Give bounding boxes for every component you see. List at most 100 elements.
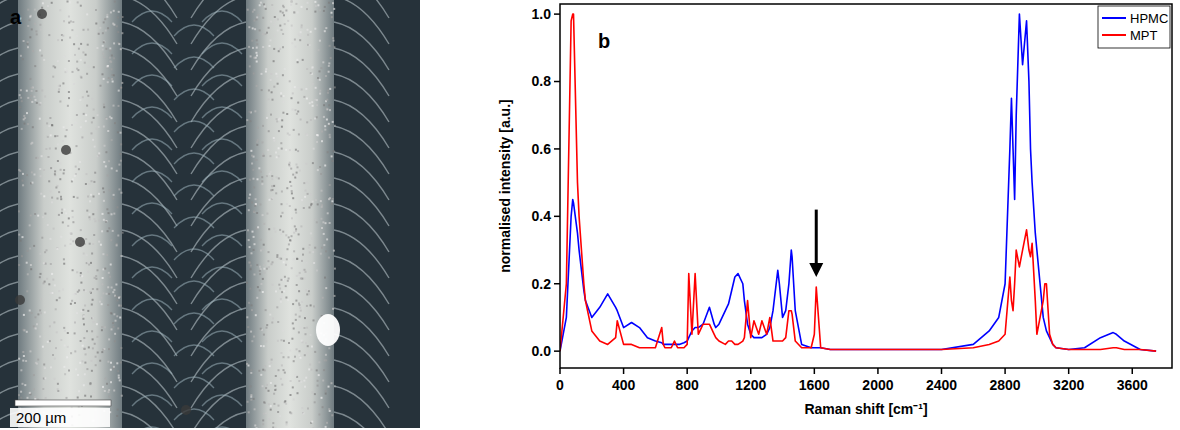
texture bbox=[268, 228, 270, 230]
texture bbox=[320, 67, 322, 69]
texture bbox=[86, 13, 88, 15]
texture bbox=[115, 284, 117, 286]
texture bbox=[296, 348, 298, 350]
texture bbox=[286, 258, 288, 260]
scallop bbox=[334, 0, 389, 18]
texture bbox=[277, 18, 279, 20]
texture bbox=[44, 251, 46, 253]
texture bbox=[59, 101, 61, 103]
texture bbox=[119, 296, 121, 298]
texture bbox=[81, 310, 83, 312]
texture bbox=[274, 35, 276, 37]
texture bbox=[47, 5, 49, 7]
texture bbox=[264, 5, 266, 7]
texture bbox=[42, 2, 44, 4]
texture bbox=[328, 2, 330, 4]
texture bbox=[317, 134, 319, 136]
texture bbox=[36, 33, 38, 35]
texture bbox=[49, 340, 51, 342]
figure: a200 µm0.00.20.40.60.81.0040080012001600… bbox=[0, 0, 1180, 430]
texture bbox=[33, 245, 35, 247]
texture bbox=[248, 411, 250, 413]
spectrum-line bbox=[560, 14, 1156, 351]
texture bbox=[111, 287, 113, 289]
texture bbox=[262, 385, 264, 387]
texture bbox=[278, 177, 280, 179]
texture bbox=[329, 136, 331, 138]
texture bbox=[111, 117, 113, 119]
texture bbox=[292, 109, 294, 111]
texture bbox=[106, 14, 108, 16]
texture bbox=[31, 312, 33, 314]
texture bbox=[111, 139, 113, 141]
texture bbox=[98, 152, 100, 154]
texture bbox=[95, 278, 97, 280]
texture bbox=[263, 155, 265, 157]
texture bbox=[82, 345, 84, 347]
texture bbox=[263, 334, 265, 336]
texture bbox=[295, 209, 297, 211]
arrow-head bbox=[809, 263, 823, 277]
texture bbox=[116, 170, 118, 172]
texture bbox=[23, 329, 25, 331]
texture bbox=[251, 40, 253, 42]
texture bbox=[282, 12, 284, 14]
texture bbox=[113, 313, 115, 315]
texture bbox=[326, 119, 328, 121]
texture bbox=[36, 323, 38, 325]
texture bbox=[295, 149, 297, 151]
texture bbox=[106, 208, 108, 210]
texture bbox=[95, 9, 97, 11]
texture bbox=[73, 43, 75, 45]
texture bbox=[91, 304, 93, 306]
texture bbox=[278, 147, 280, 149]
texture bbox=[40, 273, 42, 275]
scallop bbox=[191, 412, 246, 428]
texture bbox=[273, 140, 275, 142]
texture bbox=[50, 263, 52, 265]
texture bbox=[258, 167, 260, 169]
texture bbox=[289, 149, 291, 151]
texture bbox=[278, 405, 280, 407]
texture bbox=[306, 121, 308, 123]
texture bbox=[84, 305, 86, 307]
x-tick bbox=[559, 368, 561, 374]
texture bbox=[72, 221, 74, 223]
scale-bar bbox=[15, 400, 111, 406]
texture bbox=[294, 177, 296, 179]
scallop bbox=[0, 74, 18, 122]
texture bbox=[92, 338, 94, 340]
texture bbox=[41, 89, 43, 91]
texture bbox=[96, 128, 98, 130]
texture bbox=[280, 10, 282, 12]
texture bbox=[326, 108, 328, 110]
texture bbox=[310, 304, 312, 306]
texture bbox=[85, 290, 87, 292]
texture bbox=[249, 120, 251, 122]
texture bbox=[328, 65, 330, 67]
texture bbox=[306, 293, 308, 295]
texture bbox=[307, 34, 309, 36]
texture bbox=[253, 73, 255, 75]
texture bbox=[94, 146, 96, 148]
texture bbox=[305, 190, 307, 192]
texture bbox=[297, 166, 299, 168]
texture bbox=[87, 310, 89, 312]
texture bbox=[110, 381, 112, 383]
texture bbox=[304, 354, 306, 356]
x-tick bbox=[1004, 368, 1006, 374]
texture bbox=[288, 278, 290, 280]
texture bbox=[40, 298, 42, 300]
texture bbox=[77, 299, 79, 301]
texture bbox=[63, 56, 65, 58]
texture bbox=[50, 292, 52, 294]
micrograph-background bbox=[0, 0, 420, 428]
texture bbox=[83, 113, 85, 115]
texture bbox=[250, 55, 252, 57]
texture bbox=[266, 213, 268, 215]
texture bbox=[295, 300, 297, 302]
texture bbox=[107, 304, 109, 306]
texture bbox=[328, 198, 330, 200]
texture bbox=[51, 124, 53, 126]
texture bbox=[56, 299, 58, 301]
